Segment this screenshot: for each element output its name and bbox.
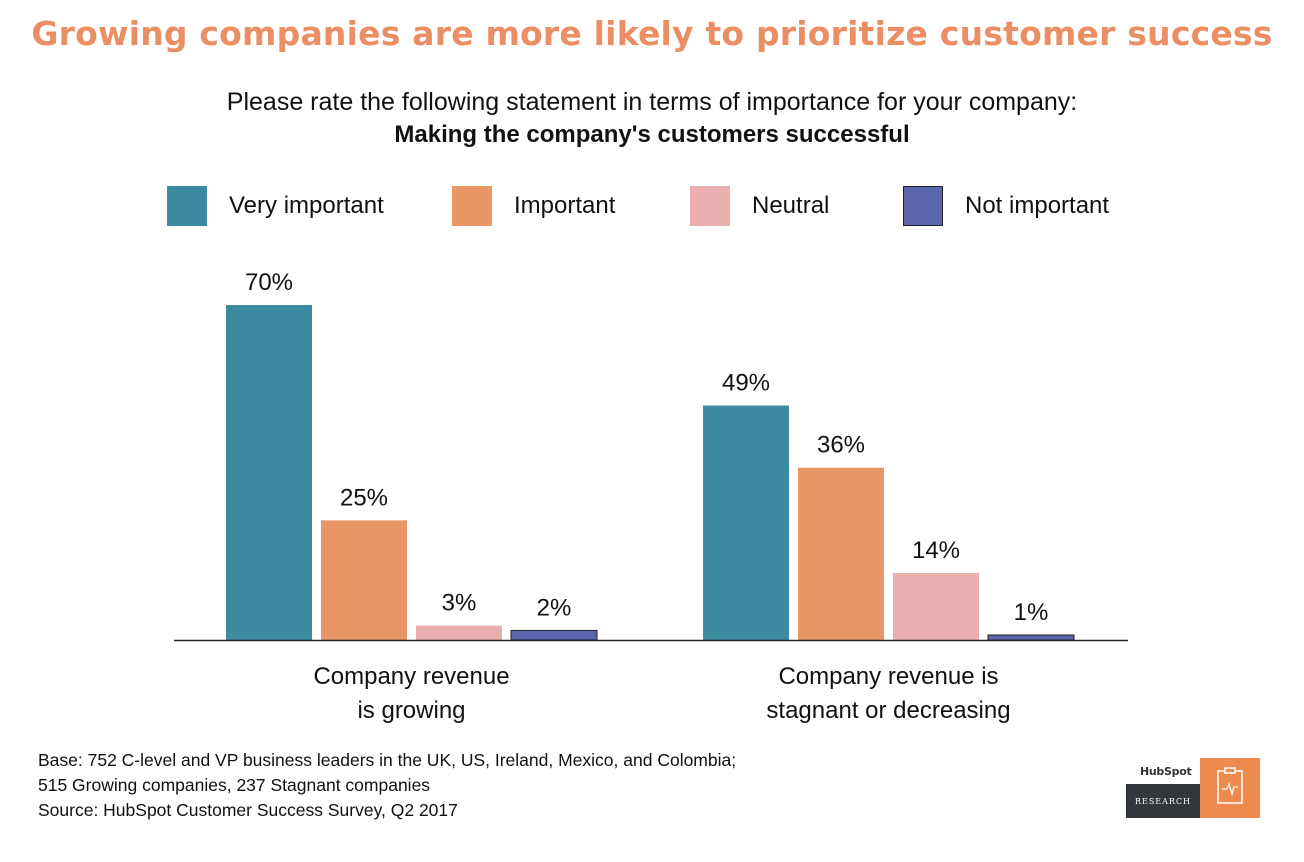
- bar-chart: 70% 25% 3% 2% Company revenue is growing 49% 36…: [174, 269, 1128, 724]
- clipboard-pulse-icon: [1217, 767, 1243, 804]
- legend-item-not-important: Not important: [903, 186, 1109, 226]
- value-label-neutral-group-1: 3%: [442, 590, 477, 617]
- legend-swatch-neutral: [690, 186, 730, 226]
- category-label-group-2-line-1: Company revenue is: [778, 663, 998, 690]
- legend-item-neutral: Neutral: [690, 186, 829, 226]
- category-label-group-1-line-1: Company revenue: [313, 663, 509, 690]
- legend-item-very-important: Very important: [167, 186, 384, 226]
- bar-important-group-1: [321, 520, 407, 640]
- footnote-source: Source: HubSpot Customer Success Survey,…: [38, 800, 458, 820]
- value-label-neutral-group-2: 14%: [912, 537, 960, 564]
- value-label-very-important-group-2: 49%: [722, 370, 770, 397]
- footnote-companies: 515 Growing companies, 237 Stagnant comp…: [38, 775, 431, 795]
- logo-brand: HubSpot: [1140, 765, 1192, 778]
- value-label-important-group-2: 36%: [817, 432, 865, 459]
- survey-question: Making the company's customers successfu…: [394, 121, 910, 148]
- value-label-very-important-group-1: 70%: [245, 269, 293, 296]
- legend-label-not-important: Not important: [965, 192, 1110, 219]
- footnote-base: Base: 752 C-level and VP business leader…: [38, 750, 737, 770]
- chart-title: Growing companies are more likely to pri…: [31, 14, 1273, 53]
- value-label-not-important-group-2: 1%: [1014, 599, 1049, 626]
- legend-label-neutral: Neutral: [752, 192, 830, 219]
- bar-neutral-group-2: [893, 573, 979, 640]
- legend-label-important: Important: [514, 192, 616, 219]
- bar-very-important-group-2: [703, 405, 789, 640]
- category-label-group-2-line-2: stagnant or decreasing: [766, 697, 1010, 724]
- chart-subtitle: Please rate the following statement in t…: [226, 88, 1078, 116]
- bar-important-group-2: [798, 467, 884, 640]
- legend-item-important: Important: [452, 186, 615, 226]
- legend-swatch-important: [452, 186, 492, 226]
- category-label-group-1-line-2: is growing: [357, 697, 465, 724]
- value-label-important-group-1: 25%: [340, 484, 388, 511]
- legend-label-very-important: Very important: [229, 192, 384, 219]
- bar-not-important-group-1: [510, 629, 598, 641]
- hubspot-research-logo: HubSpot RESEARCH: [1126, 758, 1260, 818]
- legend-swatch-very-important: [167, 186, 207, 226]
- legend-swatch-not-important: [903, 186, 943, 226]
- bar-neutral-group-1: [416, 625, 502, 640]
- logo-tagline: RESEARCH: [1126, 784, 1200, 818]
- value-label-not-important-group-1: 2%: [537, 594, 572, 621]
- bar-not-important-group-2: [987, 634, 1075, 641]
- bar-very-important-group-1: [226, 305, 312, 640]
